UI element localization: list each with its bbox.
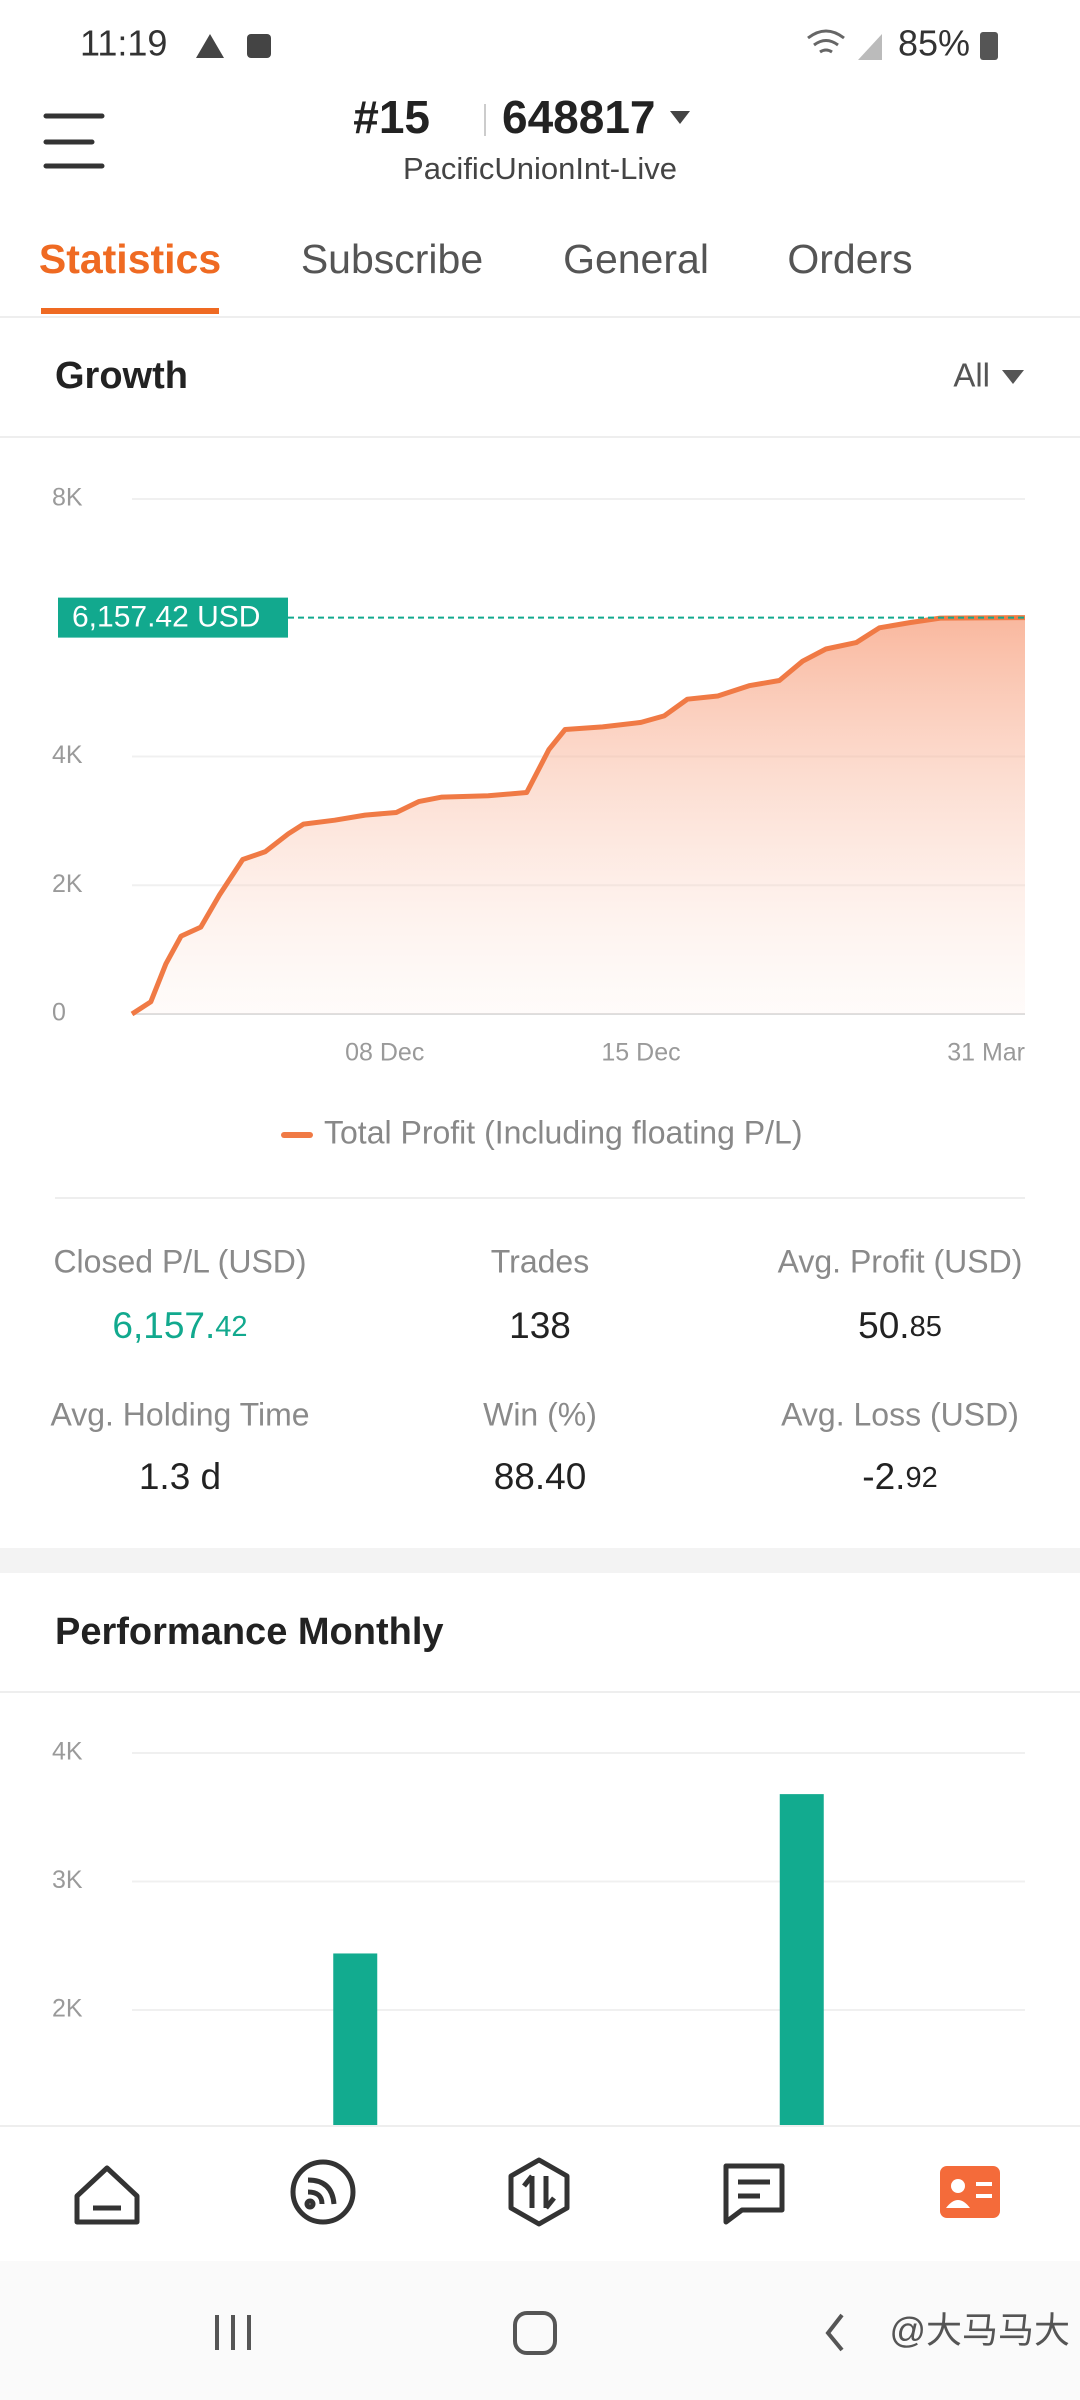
nav-messages[interactable]	[723, 2163, 785, 2225]
stat-decimals: 42	[215, 1311, 247, 1343]
account-id[interactable]: 648817	[502, 91, 656, 143]
bar	[779, 1794, 824, 2126]
x-tick-label: 15 Dec	[601, 1039, 680, 1067]
tab[interactable]: Orders	[787, 236, 912, 282]
stat-value: 138	[509, 1305, 571, 1346]
stat-decimals: 92	[905, 1462, 937, 1494]
status-time: 11:19	[80, 23, 167, 64]
tab[interactable]: Statistics	[39, 236, 221, 282]
y-tick-label: 4K	[52, 1738, 83, 1766]
y-tick-label: 2K	[52, 870, 83, 898]
back-button[interactable]	[825, 2313, 844, 2352]
area	[132, 617, 1025, 1014]
stat-label: Closed P/L (USD)	[53, 1243, 306, 1279]
system-nav	[0, 2261, 1080, 2400]
account-dropdown[interactable]	[670, 111, 690, 124]
battery-level: 85%	[898, 23, 970, 64]
stat-integer: 50.	[858, 1305, 909, 1346]
app-icon	[247, 34, 271, 58]
bar	[333, 1953, 378, 2126]
server-name: PacificUnionInt-Live	[403, 151, 677, 186]
stat-value: 50.85	[858, 1305, 942, 1346]
wifi-icon	[807, 29, 845, 54]
growth-chart: 0 2K 4K 8K 08 Dec 15 Dec 31 Mar 6,157.42 USD	[52, 484, 1026, 1067]
current-value-tag	[58, 597, 288, 638]
tab[interactable]: Subscribe	[301, 236, 483, 282]
period-filter[interactable]: All	[953, 357, 990, 394]
account-number: #15	[353, 91, 430, 143]
stat-value: -2.92	[862, 1456, 937, 1497]
stat-integer: 6,157.	[112, 1305, 215, 1346]
stat-label: Avg. Holding Time	[50, 1396, 309, 1432]
bottom-nav	[0, 2126, 1080, 2261]
y-tick-label: 4K	[52, 741, 83, 769]
battery-icon	[980, 32, 998, 60]
stat-value: 1.3 d	[139, 1456, 221, 1497]
current-value-label: 6,157.42 USD	[72, 601, 260, 634]
stat-decimals: 85	[910, 1311, 942, 1343]
legend-label: Total Profit (Including floating P/L)	[324, 1114, 802, 1150]
recents-button[interactable]	[215, 2315, 251, 2350]
signal-icon	[858, 34, 882, 60]
stat-label: Avg. Loss (USD)	[781, 1396, 1019, 1432]
section-title: Performance Monthly	[55, 1611, 444, 1653]
menu-button[interactable]	[43, 113, 105, 169]
y-tick-label: 8K	[52, 484, 83, 512]
x-tick-label: 31 Mar	[947, 1039, 1025, 1067]
y-tick-label: 0	[52, 999, 66, 1027]
stat-label: Trades	[491, 1243, 589, 1279]
home-button[interactable]	[513, 2311, 557, 2355]
nav-profile[interactable]	[940, 2166, 1000, 2218]
nav-home[interactable]	[74, 2165, 140, 2225]
tab[interactable]: General	[563, 236, 709, 282]
watermark: @大马马大	[889, 2310, 1070, 2351]
warning-icon	[196, 34, 224, 58]
line	[130, 615, 1026, 1017]
stat-value: 88.40	[494, 1456, 587, 1497]
y-tick-label: 3K	[52, 1866, 83, 1894]
filter-dropdown[interactable]	[1002, 370, 1024, 384]
tab-indicator	[41, 308, 219, 314]
stat-label: Win (%)	[483, 1396, 597, 1432]
nav-feed[interactable]	[290, 2159, 356, 2225]
x-tick-label: 08 Dec	[345, 1039, 424, 1067]
section-title: Growth	[55, 355, 188, 397]
stat-label: Avg. Profit (USD)	[778, 1243, 1023, 1279]
nav-trade[interactable]	[508, 2157, 570, 2227]
section-gap	[0, 1548, 1080, 1573]
monthly-chart: 2K 3K 4K	[52, 1738, 1025, 2126]
y-tick-label: 2K	[52, 1995, 83, 2023]
stat-integer: -2.	[862, 1456, 905, 1497]
stat-value: 6,157.42	[112, 1305, 247, 1346]
